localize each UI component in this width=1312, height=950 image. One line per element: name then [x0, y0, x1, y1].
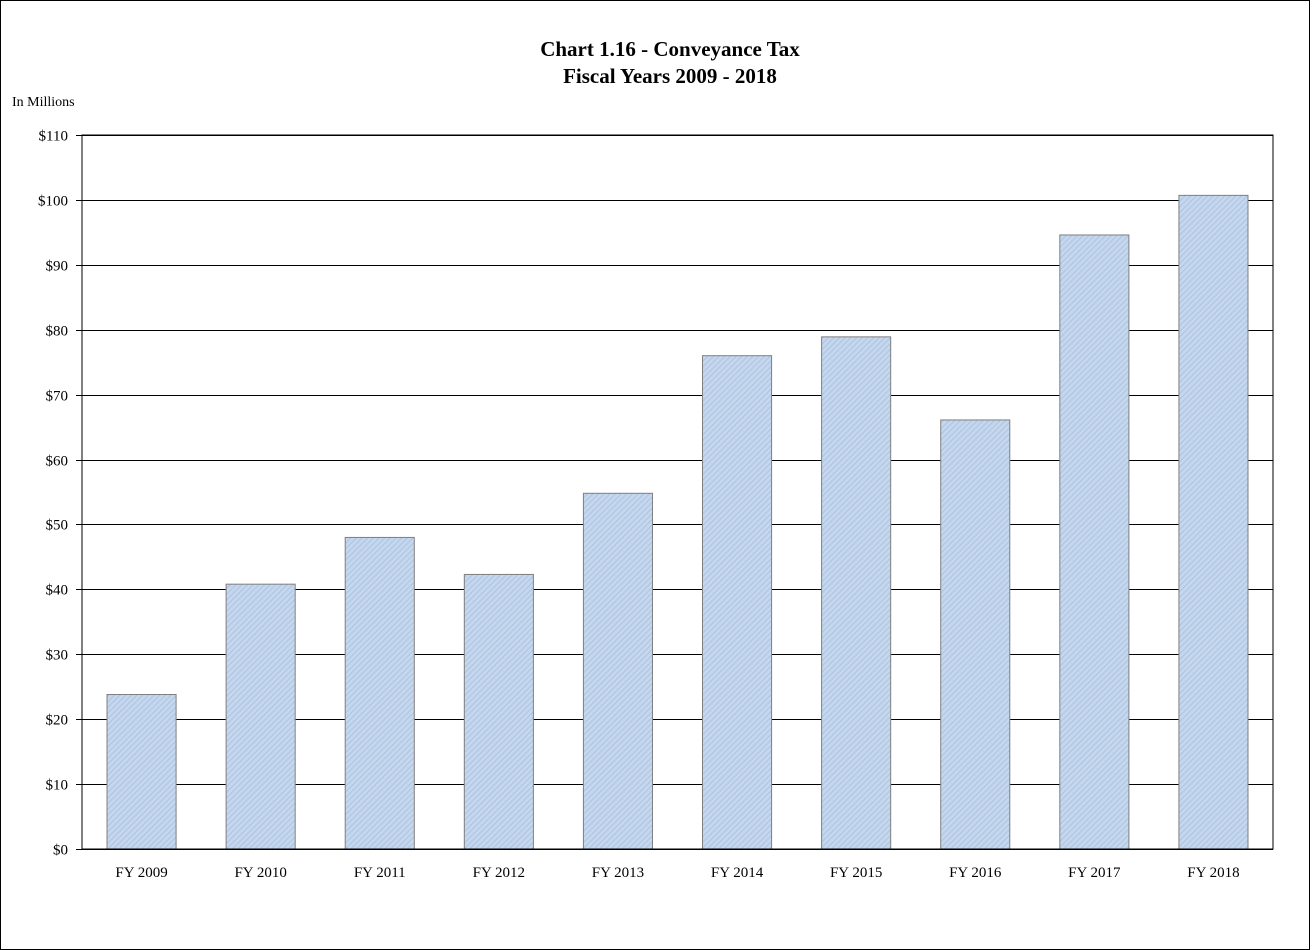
plot-area-border: [81, 134, 1274, 850]
bar-fy-2015: [821, 336, 892, 850]
bar-fy-2014: [702, 355, 773, 850]
y-tick-label: $40: [46, 583, 69, 599]
bar-fy-2013: [582, 492, 653, 850]
y-axis-ticks: $0 $10 $20 $30 $40 $50 $60 $70 $80 $90 $100 $110: [38, 129, 82, 859]
bar-fy-2010: [225, 583, 296, 850]
bar-fy-2018: [1178, 194, 1249, 850]
y-tick-label: $10: [46, 778, 69, 794]
x-tick-label: FY 2015: [830, 865, 882, 881]
y-tick-label: $20: [46, 713, 69, 729]
x-tick-label: FY 2012: [473, 865, 525, 881]
x-tick-label: FY 2009: [115, 865, 167, 881]
units-label: In Millions: [12, 95, 75, 110]
y-tick-label: $70: [46, 389, 69, 405]
bar-fy-2016: [940, 419, 1011, 850]
x-axis-ticks: FY 2009 FY 2010 FY 2011 FY 2012 FY 2013 FY 20…: [115, 865, 1239, 881]
x-tick-label: FY 2017: [1068, 865, 1121, 881]
bar-fy-2011: [344, 536, 415, 850]
y-tick-label: $30: [46, 648, 69, 664]
x-tick-label: FY 2010: [234, 865, 286, 881]
chart-subtitle: Fiscal Years 2009 - 2018: [563, 64, 777, 88]
chart-title: Chart 1.16 - Conveyance Tax: [540, 37, 800, 61]
x-tick-label: FY 2011: [354, 865, 406, 881]
y-tick-label: $110: [39, 129, 68, 145]
bars: [106, 194, 1249, 850]
bar-fy-2017: [1059, 234, 1130, 850]
y-tick-label: $50: [46, 518, 69, 534]
y-tick-label: $100: [38, 194, 68, 210]
bar-fy-2009: [106, 694, 177, 850]
y-tick-label: $90: [46, 259, 69, 275]
bar-fy-2012: [463, 573, 534, 850]
x-tick-label: FY 2016: [949, 865, 1002, 881]
x-tick-label: FY 2014: [711, 865, 764, 881]
y-tick-label: $60: [46, 454, 69, 470]
y-tick-label: $80: [46, 324, 69, 340]
y-tick-label: $0: [53, 843, 68, 859]
x-tick-label: FY 2013: [592, 865, 644, 881]
x-tick-label: FY 2018: [1187, 865, 1239, 881]
